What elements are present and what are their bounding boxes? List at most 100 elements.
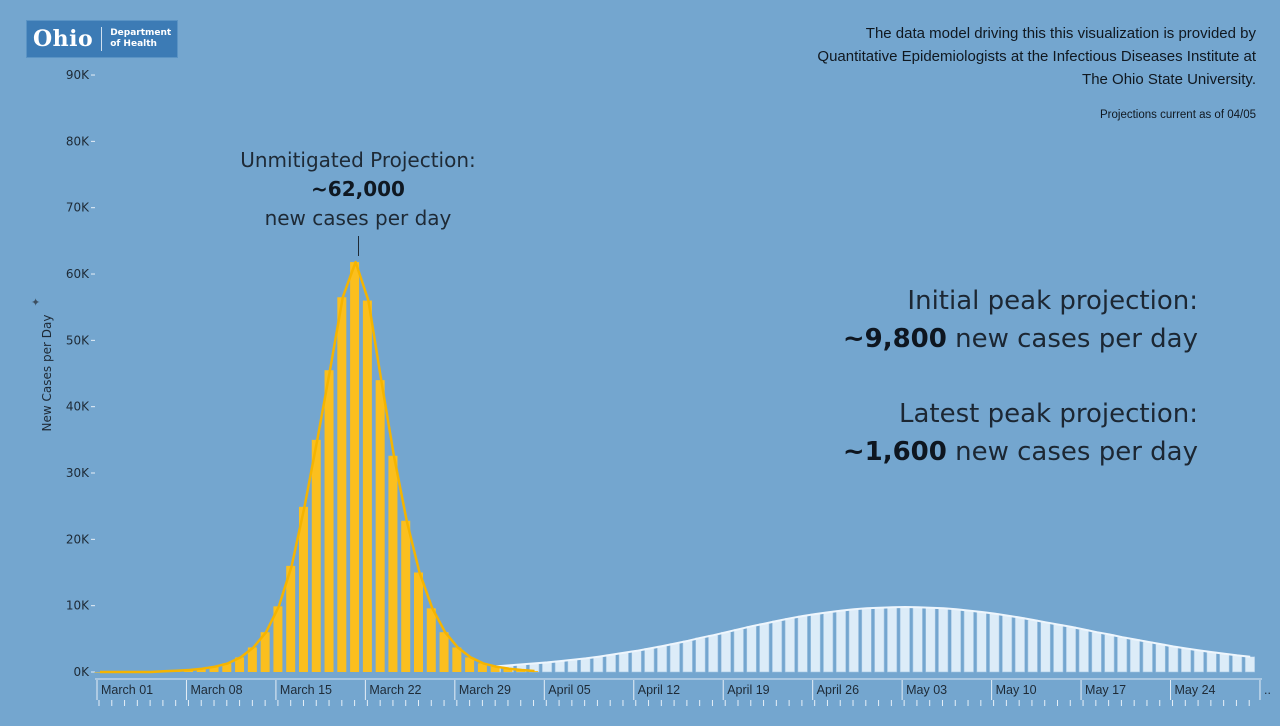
mitigated-bar [938,608,949,673]
projections-as-of: Projections current as of 04/05 [1100,109,1256,121]
annotation-value: ~62,000 [311,177,405,201]
x-tick-label: May 03 [906,683,947,697]
y-tick-label: 70K [66,201,90,215]
y-tick-label: 50K [66,333,90,347]
mitigated-bar [733,628,744,673]
unmitigated-bar [273,606,283,672]
x-tick-label: April 05 [548,683,590,697]
annotation-line-3: new cases per day [264,206,452,230]
y-tick-label: 40K [66,400,90,414]
x-tick-label: March 22 [369,683,421,697]
latest-peak-label: Latest peak projection: [899,399,1198,429]
y-tick-label: 90K [66,68,90,82]
y-tick-label: 0K [73,665,90,679]
unmitigated-line [100,260,535,674]
mitigated-bar [695,637,706,673]
latest-peak-suffix: new cases per day [946,437,1198,467]
mitigated-bar [810,613,821,673]
unmitigated-bar [222,663,232,672]
mitigated-bar [976,611,987,673]
initial-peak-value: ~9,800 [842,324,947,354]
mitigated-bar [593,656,604,673]
mitigated-bar [1206,651,1217,673]
initial-peak-callout: Initial peak projection: ~9,800 new case… [843,282,1198,358]
unmitigated-bar [311,439,321,672]
unmitigated-bar [490,666,500,672]
x-tick-label: April 19 [727,683,769,697]
pin-icon[interactable]: ✦ [31,296,41,309]
x-tick-label: April 26 [817,683,859,697]
unmitigated-bar [209,666,219,672]
logo-subtitle-line1: Department [110,28,172,38]
mitigated-bar [1181,648,1192,673]
unmitigated-bar [94,672,104,673]
annotation-line-1: Unmitigated Projection: [240,148,476,172]
logo-divider [101,27,103,51]
data-source-note: The data model driving this this visuali… [696,22,1256,91]
source-line-2: Quantitative Epidemiologists at the Infe… [817,48,1256,65]
mitigated-bar [708,634,719,673]
source-line-1: The data model driving this this visuali… [865,25,1256,42]
mitigated-bar [1142,641,1153,673]
mitigated-bar [823,612,834,673]
unmitigated-bar [465,657,475,672]
mitigated-bar [784,617,795,673]
mitigated-bar [835,610,847,673]
latest-peak-value: ~1,600 [842,437,947,467]
mitigated-bar [1193,650,1204,673]
mitigated-bar [746,625,757,673]
mitigated-bar [1244,656,1255,673]
unmitigated-bar [337,297,347,672]
mitigated-bar [605,654,617,673]
mitigated-bar [848,609,859,673]
mitigated-bar [1065,626,1077,673]
unmitigated-bar [235,657,245,672]
mitigated-bar [1091,631,1102,673]
y-tick-label: 80K [66,134,90,148]
x-tick-label: .. [1264,683,1271,697]
mitigated-bar [1155,643,1166,673]
mitigated-bar [1219,653,1230,673]
mitigated-bar [1129,639,1140,673]
mitigated-bar [541,662,553,673]
mitigated-line [496,605,1251,668]
mitigated-bar [887,607,898,673]
unmitigated-bar [260,632,270,672]
unmitigated-bar [414,572,423,672]
mitigated-bar [644,648,655,673]
unmitigated-bar [452,647,462,672]
mitigated-bar [963,610,974,673]
y-axis-label: New Cases per Day [40,314,54,432]
y-tick-label: 10K [66,599,90,613]
mitigated-bar [1168,646,1179,673]
unmitigated-bar [286,565,296,672]
mitigated-bar [720,631,732,673]
mitigated-bar [580,658,591,673]
mitigated-bar [1232,655,1243,673]
y-tick-label: 60K [66,267,90,281]
logo-subtitle: Department of Health [110,28,174,50]
unmitigated-bar [426,608,436,672]
mitigated-bar [1053,624,1064,673]
mitigated-bar [1002,615,1013,673]
unmitigated-bar [350,262,360,672]
mitigated-bar [554,660,565,673]
mitigated-bar [682,640,693,673]
x-tick-label: May 17 [1085,683,1126,697]
x-tick-label: May 24 [1175,683,1216,697]
mitigated-bar [1040,621,1051,673]
unmitigated-bar [401,520,411,672]
initial-peak-suffix: new cases per day [946,324,1198,354]
mitigated-bar [772,620,783,673]
latest-peak-callout: Latest peak projection: ~1,600 new cases… [843,395,1198,471]
mitigated-bar [567,659,578,673]
initial-peak-label: Initial peak projection: [907,286,1198,316]
mitigated-bar [874,607,885,673]
mitigated-bar [1014,617,1025,673]
unmitigated-bar [324,370,334,672]
y-tick-label: 20K [66,532,90,546]
mitigated-bar [797,615,808,673]
x-tick-label: March 29 [459,683,511,697]
source-line-3: The Ohio State University. [1082,71,1256,88]
x-tick-label: March 01 [101,683,153,697]
